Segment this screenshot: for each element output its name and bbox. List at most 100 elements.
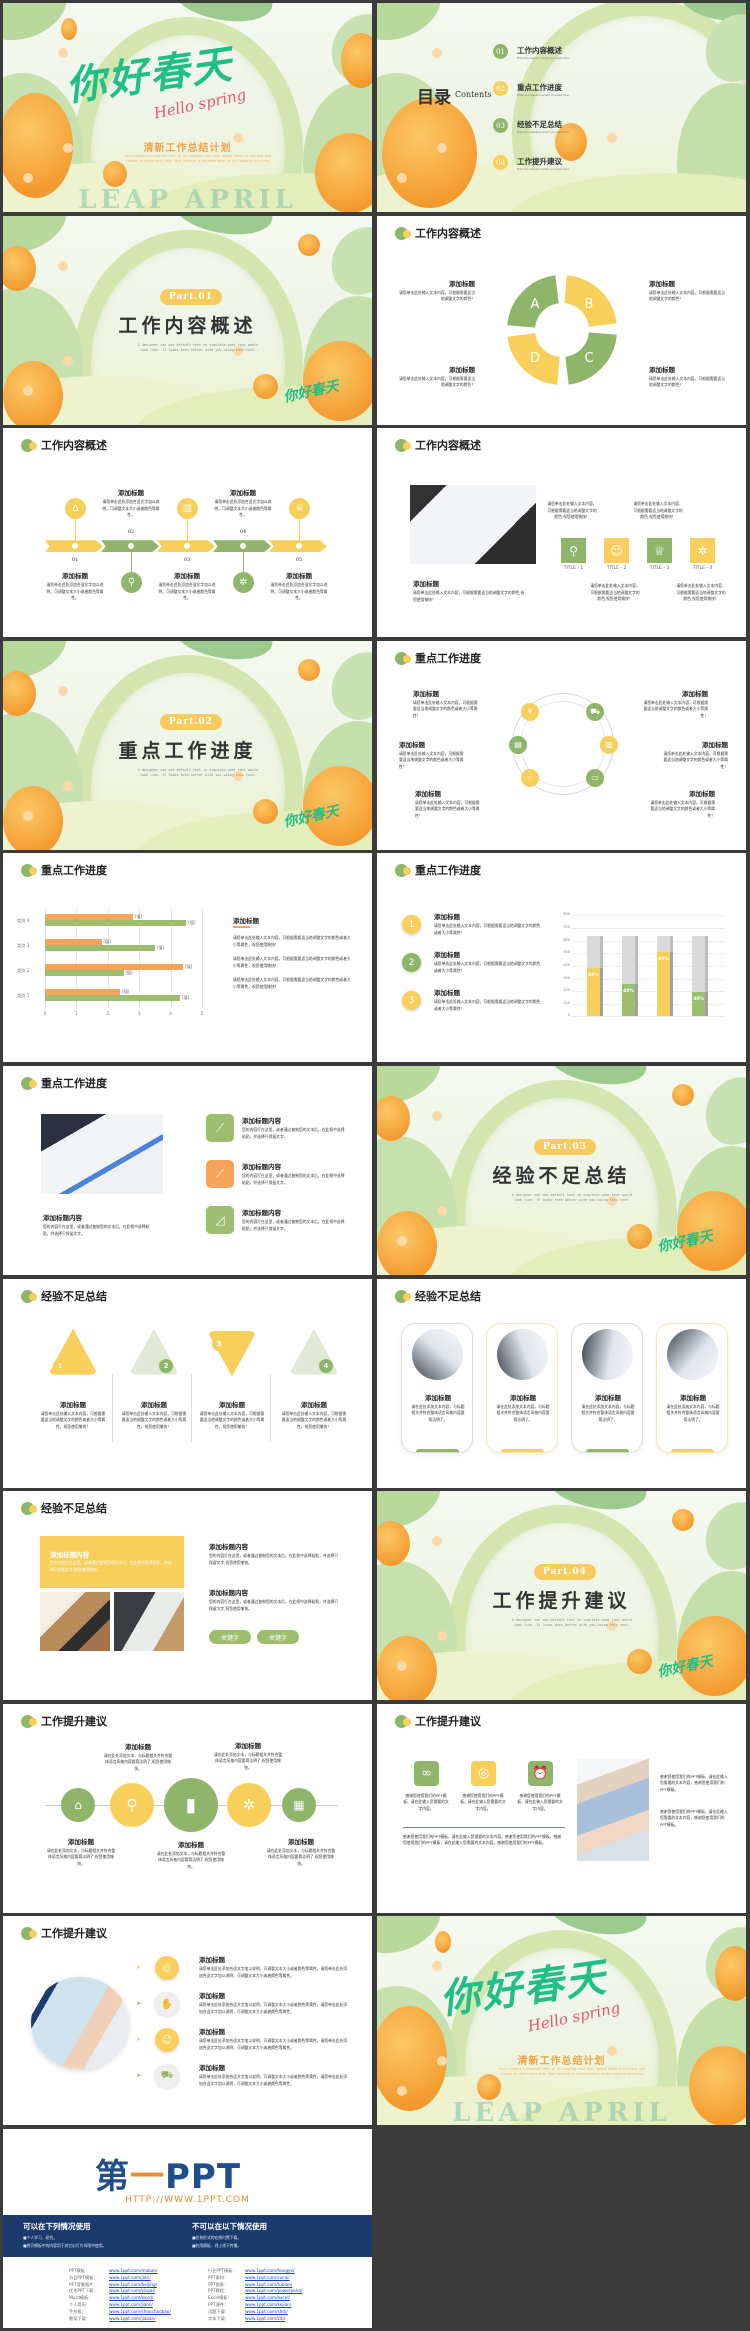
toc-number-badge[interactable]: 04	[493, 155, 508, 170]
usage-title: 可以在下列情况使用	[23, 2222, 91, 2231]
arrow-icon: ➤	[136, 2072, 142, 2080]
link-url[interactable]: www.1ppt.com/sucai/	[245, 2274, 290, 2280]
ad-panel: 第一PPT HTTP://WWW.1PPT.COM 可以在下列情况使用 ■个人学习、研…	[3, 2129, 372, 2328]
gridline	[572, 928, 724, 930]
timeline-node-dot	[128, 543, 134, 550]
slide-20-cover[interactable]: 你好春天 Hello spring 清新工作总结计划 Your content is …	[377, 1916, 746, 2126]
slide-7-section[interactable]: Part.02 重点工作进度 A designer can use default …	[3, 640, 372, 850]
block-body: 您的内容打在这里，或者通过复制您的文本后，在此框中选择粘贴，并选择只保留文字,祝…	[209, 1599, 339, 1611]
y-tick-label: 400	[563, 962, 570, 967]
text-block: 添加标题内容 您的内容打在这里，或者通过复制您的文本后，在此框中选择粘贴，并选择只…	[209, 1587, 339, 1612]
timeline-number: 01	[71, 557, 79, 564]
slide-1-cover[interactable]: 你好春天 Hello spring 清新工作总结计划 Your content is …	[3, 3, 372, 212]
toc-number-badge[interactable]: 01	[493, 44, 508, 59]
home-icon: ⌂	[65, 498, 86, 520]
link-url[interactable]: www.1ppt.com/hangye/	[245, 2268, 295, 2273]
part-badge: Part.02	[160, 713, 222, 730]
slide-4-cycle[interactable]: 工作内容概述 A B C D 添加标题 请您单击此处输入文本内容，可根据需要适当地调整文字的…	[377, 215, 746, 425]
link-url[interactable]: www.1ppt.com/powerpoint/	[245, 2288, 303, 2294]
part-badge: Part.04	[534, 1564, 596, 1581]
flower-decoration	[397, 173, 407, 183]
text-block: 添加标题 请您单击此处输入文本内容，可根据需要适当地调整文字的颜色！	[397, 364, 475, 389]
link-url[interactable]: www.1ppt.com/moban/	[109, 2268, 158, 2273]
card[interactable]: 添加标题 请在此处添加文本内容，与标题相关并符合整体语言风格内容要简洁明了。	[571, 1322, 643, 1453]
link-url[interactable]: www.1ppt.com/jieri/	[109, 2274, 151, 2280]
link-url[interactable]: www.1ppt.com/jianli/	[109, 2302, 153, 2307]
area-chart-icon: ◿	[206, 1206, 234, 1234]
toc-number-badge[interactable]: 03	[493, 118, 508, 133]
x-tick-label: 5	[200, 1012, 204, 1018]
block-body: 请您单击此处输入文本内容，可根据需要适当地调整文字的颜色,祝您使用愉快！	[413, 590, 525, 602]
block-title: 添加标题	[174, 572, 200, 581]
slide-13-triangles[interactable]: 经验不足总结 1 添加标题 请您单击此处输入文本内容，可根据需要适当地调整文字的颜色或…	[3, 1278, 372, 1488]
block-title: 添加标题	[434, 989, 460, 998]
block-body: 请您单击此处添加合适文字加以说明，可调整文本大小或者颜色等属性。请您单击此处添加…	[199, 2002, 348, 2014]
tablet-photo	[114, 1592, 184, 1652]
slide-15-yellowbox[interactable]: 经验不足总结 添加标题内容 您的内容打在这里，或者通过复制您的文本后，在此框中选择粘…	[3, 1491, 372, 1701]
block-body: 请您单击此处输入文本内容，可根据需要适当地调整文字的颜色！	[399, 289, 475, 302]
card-accent-bar	[586, 1448, 629, 1452]
link-url[interactable]: www.1ppt.com/word/	[109, 2295, 154, 2301]
gear-icon: ✲	[233, 572, 254, 594]
card[interactable]: 添加标题 请在此处添加文本内容，与标题相关并符合整体语言风格内容要简洁明了。	[486, 1322, 558, 1453]
block-body: 请您单击此处输入文本内容，可根据需要适当地调整文字的颜色！	[399, 375, 475, 388]
slide-17-circles[interactable]: 工作提升建议 ⌂ ⚲ ▮ ✲ ▦ 添加标题 请在此处添加文本，与标题相关并符合整体语言风格内容…	[3, 1703, 372, 1913]
keyword-tag[interactable]: 关键字	[257, 1630, 299, 1645]
slide-2-toc[interactable]: 目录 Contents 01 工作内容概述 Enter the relevant con…	[377, 3, 746, 212]
card[interactable]: 添加标题 请在此处添加文本内容，与标题相关并符合整体语言风格内容要简洁明了。	[401, 1322, 473, 1453]
slide-title: 经验不足总结	[41, 1289, 107, 1303]
keyword-tag[interactable]: 关键字	[209, 1630, 251, 1645]
slide-14-cards[interactable]: 经验不足总结 添加标题 请在此处添加文本内容，与标题相关并符合整体语言风格内容要简洁…	[377, 1278, 746, 1488]
flower-decoration	[397, 1236, 407, 1246]
block-title: 添加标题	[286, 572, 312, 581]
link-url[interactable]: www.1ppt.com/xiazai/	[109, 2288, 156, 2294]
link-url[interactable]: www.1ppt.com/excel/	[245, 2295, 290, 2301]
toc-item-title[interactable]: 工作提升建议	[517, 157, 562, 166]
link-url[interactable]: www.1ppt.com/shiti/	[245, 2308, 288, 2314]
desk-photo	[410, 485, 536, 565]
toc-item-title[interactable]: 工作内容概述	[517, 46, 562, 55]
leaf-decoration	[377, 3, 450, 52]
toc-number-badge[interactable]: 02	[493, 81, 508, 96]
slide-12-section[interactable]: Part.03 经验不足总结 A designer can use default …	[377, 1066, 746, 1275]
divider	[403, 1826, 565, 1828]
link-url[interactable]: www.1ppt.com/beijing/	[109, 2281, 157, 2287]
block-body: 请在此处添加文本，与标题相关并符合整体语言风格内容要简洁明了,祝您使用愉快。	[103, 1752, 173, 1771]
slide-3-section[interactable]: Part.01 工作内容概述 A designer can use default …	[3, 215, 372, 425]
link-url[interactable]: www.1ppt.com/ziti/	[245, 2315, 286, 2321]
bar	[45, 994, 181, 1001]
watermark: LEAP APRIL	[452, 2098, 671, 2126]
slide-10-bars3d[interactable]: 重点工作进度 1 添加标题 请您单击此处输入文本内容，可根据需要适当地调整文字的颜色或…	[377, 853, 746, 1063]
slide-8-ring[interactable]: 重点工作进度 ¥ ⛟ ▤ ▥ ☝ ▭ 添加标题 请您单击此处输入文本内容，可根据需要适当地调整文…	[377, 640, 746, 850]
toc-item-title[interactable]: 经验不足总结	[517, 120, 562, 129]
cycle-segment	[564, 331, 617, 385]
tile-label: TITLE - 1	[563, 566, 584, 572]
slide-5-timeline[interactable]: 工作内容概述 ⌂ 01 添加标题 请您单击此处添加合适文字加以说明，可调整文本大小或者颜…	[3, 428, 372, 638]
bar-data-label: 80%	[658, 956, 669, 962]
orange-decoration	[253, 798, 278, 824]
slide-6-photo_titles[interactable]: 工作内容概述 添加标题 请您单击此处输入文本内容，可根据需要适当地调整文字的颜色,祝…	[377, 428, 746, 638]
card[interactable]: 添加标题 请在此处添加文本内容，与标题相关并符合整体语言风格内容要简洁明了。	[656, 1322, 728, 1453]
arrow-icon: ➤	[136, 2036, 142, 2044]
usage-band: 可以在下列情况使用 ■个人学习、研究。 ■拷贝模板中的内容用于其它幻灯片母版中使用。…	[3, 2215, 372, 2257]
hand-icon: ☝	[521, 768, 539, 787]
bar-data-label: [值]	[125, 969, 133, 975]
brand-url[interactable]: HTTP://WWW.1PPT.COM	[125, 2195, 250, 2205]
link-url[interactable]: www.1ppt.com/jiaoan/	[109, 2315, 156, 2321]
section-title: 重点工作进度	[118, 739, 257, 762]
link-url[interactable]: www.1ppt.com/tubiao/	[245, 2281, 293, 2287]
slide-18-icons_photo[interactable]: 工作提升建议 ∞ 感谢您使用我们的PPT模板，请在此输入您需要的文字内容。 ◎ 感谢您使…	[377, 1703, 746, 1913]
link-url[interactable]: www.1ppt.com/shouchaobao/	[109, 2308, 171, 2314]
slide-19-list[interactable]: 工作提升建议 ➤ ◎ 添加标题 请您单击此处添加合适文字加以说明，可调整文本大小或者颜色…	[3, 1916, 372, 2126]
link-url[interactable]: www.1ppt.com/kejian/	[245, 2302, 292, 2307]
line-chart-icon: ⟋	[206, 1114, 234, 1142]
toc-item-title[interactable]: 重点工作进度	[517, 83, 562, 92]
timeline-connector	[299, 516, 300, 541]
slide-16-section[interactable]: Part.04 工作提升建议 A designer can use default …	[377, 1491, 746, 1701]
x-tick-label: 0	[43, 1012, 47, 1018]
card-body: 请在此处添加文本内容，与标题相关并符合整体语言风格内容要简洁明了。	[411, 1403, 465, 1422]
slide-9-barchart[interactable]: 重点工作进度 0 1 2 3 4 5 类别 1 [值] [值] 类别 2 [值] [值] 类别 3 [值] […	[3, 853, 372, 1063]
orange-decoration	[382, 98, 477, 208]
slide-11-photo_icons[interactable]: 重点工作进度 添加标题内容 您的内容打在这里，或者通过复制您的文本后，在此框中选择粘…	[3, 1066, 372, 1275]
orange-decoration	[677, 1616, 746, 1697]
